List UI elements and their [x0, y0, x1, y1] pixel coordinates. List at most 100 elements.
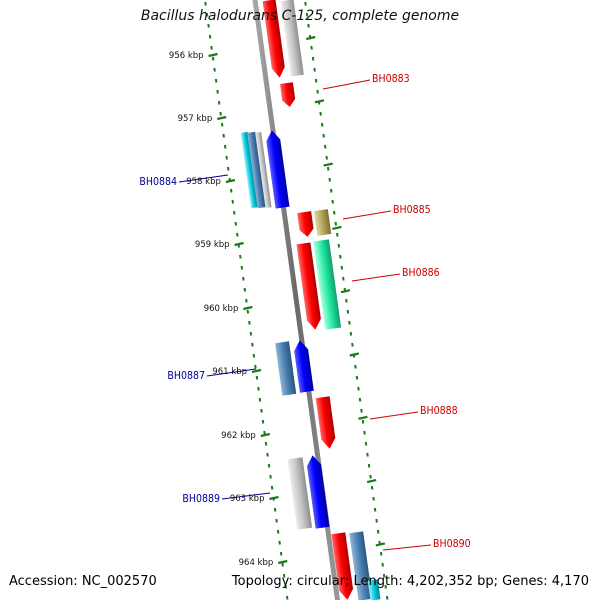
gene-label-leader [206, 368, 257, 377]
track-line-right-dot [364, 441, 368, 446]
ruler-tick-label: 964 kbp [239, 558, 274, 568]
track-tick [314, 99, 325, 104]
track-line-left-dot [285, 595, 289, 600]
track-line-right-dot [304, 1, 307, 6]
track-line-left-dot [252, 353, 256, 358]
track-line-right-dot [319, 111, 322, 116]
track-tick [332, 225, 342, 230]
track-line-left-dot [210, 45, 213, 50]
ruler-tick [278, 559, 288, 565]
feature-track-lines [204, 1, 389, 600]
track-line-right-dot [376, 529, 380, 534]
track-line-right-dot [340, 265, 344, 270]
track-line-left-dot [251, 342, 254, 347]
track-line-right-dot [328, 177, 331, 182]
track-line-left-dot [207, 23, 210, 28]
track-line-left-dot [255, 375, 259, 380]
track-line-left-dot [229, 188, 233, 193]
gene-arrow-blue [266, 130, 290, 209]
track-line-left-dot [245, 298, 248, 303]
track-line-left-dot [214, 78, 218, 83]
ruler-tick [225, 178, 236, 184]
ruler-tick-label: 959 kbp [195, 240, 230, 250]
track-tick [349, 352, 359, 357]
gene-arrow-red [331, 532, 354, 600]
genome-summary: Topology: circular; Length: 4,202,352 bp… [231, 574, 589, 589]
track-line-left-dot [204, 1, 207, 6]
ruler-tick [243, 305, 253, 311]
track-line-right-dot [382, 573, 386, 578]
track-line-left-dot [219, 111, 222, 116]
gene-label-bh0885[interactable]: BH0885 [393, 204, 431, 216]
track-line-right-dot [355, 375, 359, 380]
track-line-left-dot [234, 221, 238, 226]
gene-arrow-blue [294, 340, 314, 393]
track-tick [366, 479, 377, 484]
track-line-right-dot [316, 89, 319, 94]
kbp-ruler: 956 kbp 957 kbp 958 kbp 959 kbp 960 kbp 961 k… [169, 35, 386, 568]
gene-arrow-red [262, 0, 285, 78]
gene-arrow-mint [313, 239, 342, 330]
track-line-right-dot [337, 243, 341, 248]
track-line-right-dot [342, 276, 345, 281]
track-line-right-dot [329, 188, 333, 193]
gene-label-bh0886[interactable]: BH0886 [402, 267, 440, 279]
track-line-left-dot [226, 166, 230, 171]
track-line-right-dot [369, 474, 372, 479]
gene-label-bh0883[interactable]: BH0883 [372, 73, 410, 85]
track-line-right-dot [320, 122, 324, 127]
gene-features [240, 0, 381, 601]
gene-label-bh0890[interactable]: BH0890 [433, 538, 471, 550]
ruler-tick-label: 963 kbp [230, 494, 265, 504]
track-line-left-dot [258, 397, 262, 402]
track-line-right-dot [323, 144, 327, 149]
track-line-left-dot [225, 155, 228, 160]
track-tick [340, 289, 351, 294]
track-line-right-dot [373, 507, 377, 512]
track-line-right-dot [351, 342, 354, 347]
track-line-right-dot [326, 166, 330, 171]
track-line-left-dot [236, 232, 239, 237]
track-line-right-dot [381, 562, 384, 567]
gene-label-bh0888[interactable]: BH0888 [420, 405, 458, 417]
gene-label-bh0887[interactable]: BH0887 [167, 370, 205, 382]
track-line-right-dot [361, 419, 365, 424]
track-line-left-dot [220, 122, 224, 127]
gene-label-leader [351, 273, 401, 282]
track-line-left-dot [246, 309, 250, 314]
track-line-right-dot [348, 320, 351, 325]
track-line-right-dot [325, 155, 328, 160]
track-line-left-dot [273, 507, 277, 512]
gene-arrow-steel [247, 131, 266, 209]
track-line-right-dot [372, 496, 375, 501]
ruler-tick [216, 115, 227, 121]
gene-arrow-steel [275, 341, 297, 396]
track-line-right-dot [313, 67, 316, 72]
ruler-tick [208, 52, 218, 58]
gene-label-bh0889[interactable]: BH0889 [182, 493, 220, 505]
gene-arrow-red [315, 396, 336, 449]
track-line-right-dot [349, 331, 353, 336]
track-tick [358, 415, 368, 420]
gene-label-bh0884[interactable]: BH0884 [139, 176, 177, 188]
track-line-left-dot [261, 419, 265, 424]
ruler-tick [234, 241, 244, 247]
gene-arrow-red [279, 82, 296, 107]
track-line-right-dot [384, 584, 387, 589]
track-tick [305, 35, 316, 41]
track-line-left-dot [278, 540, 281, 545]
track-line-left-dot [240, 265, 244, 270]
ruler-tick-label: 961 kbp [212, 367, 247, 377]
track-line-left-dot [269, 474, 272, 479]
track-line-right-dot [366, 452, 369, 457]
track-line-left-dot [239, 254, 242, 259]
gene-arrow-grey [280, 0, 304, 77]
gene-labels: BH0883 BH0884 BH0885 BH0886 BH0887 BH0888 BH08… [139, 73, 471, 551]
track-line-right-dot [367, 463, 371, 468]
track-line-left-dot [248, 320, 251, 325]
track-line-left-dot [266, 452, 269, 457]
track-line-left-dot [243, 287, 247, 292]
track-line-right-dot [346, 309, 350, 314]
